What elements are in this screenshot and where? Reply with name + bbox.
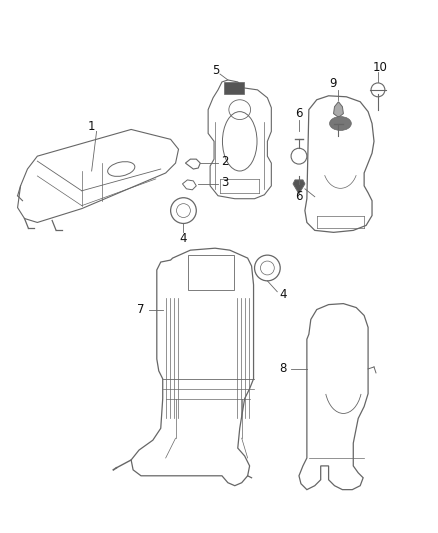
Text: 3: 3 [221,176,229,189]
Ellipse shape [329,117,351,131]
Text: 4: 4 [279,288,287,301]
Text: 6: 6 [295,190,303,203]
Text: 5: 5 [212,63,220,77]
Text: 1: 1 [88,120,95,133]
Text: 7: 7 [137,303,145,316]
Text: 2: 2 [221,155,229,167]
FancyBboxPatch shape [224,82,244,94]
Text: 9: 9 [329,77,336,91]
Text: 8: 8 [279,362,287,375]
Polygon shape [293,180,305,194]
Text: 10: 10 [372,61,387,74]
Text: 4: 4 [180,232,187,245]
Text: 6: 6 [295,107,303,120]
Polygon shape [333,102,343,117]
